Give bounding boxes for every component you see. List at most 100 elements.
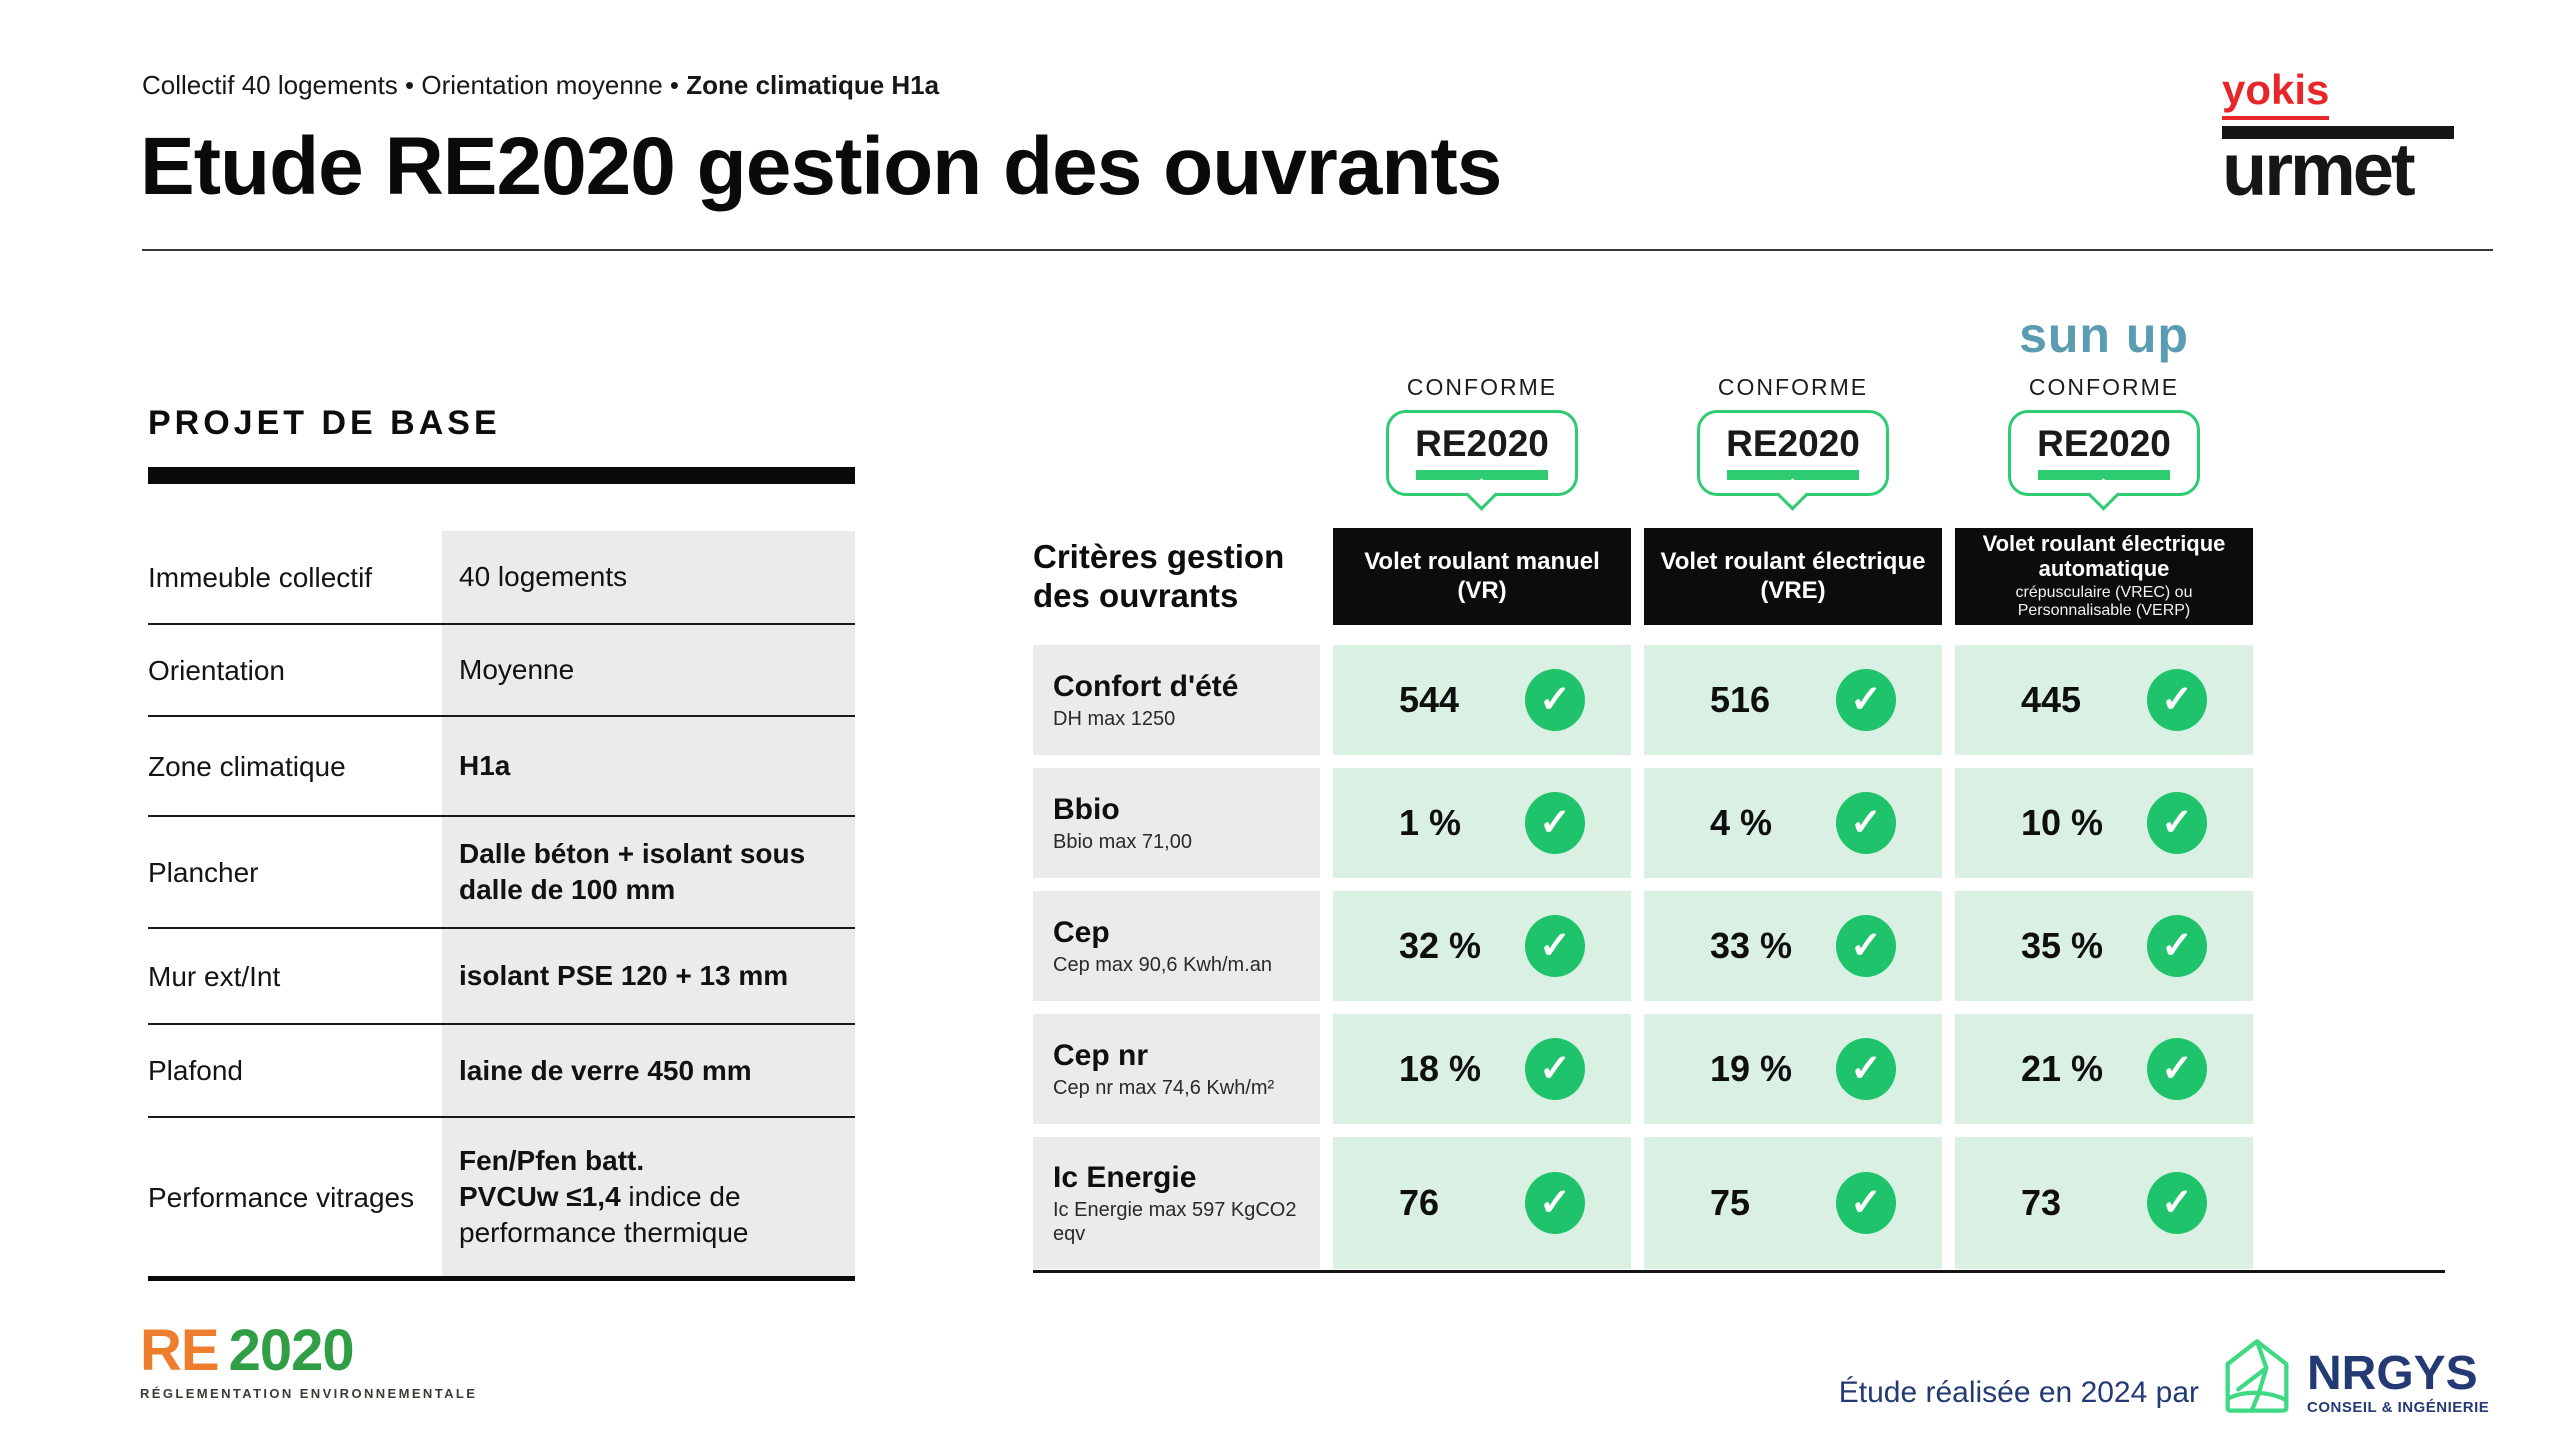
conformity-badge-vr: CONFORME RE2020 <box>1333 374 1631 511</box>
nrgys-house-icon <box>2225 1339 2289 1413</box>
re2020-badge-label: RE2020 <box>1726 423 1860 464</box>
criteria-cell: Ic Energie Ic Energie max 597 KgCO2 eqv <box>1033 1137 1320 1269</box>
criteria-cell: Bbio Bbio max 71,00 <box>1033 768 1320 878</box>
criteria-name: Confort d'été <box>1053 669 1239 703</box>
row-value: Moyenne <box>442 625 855 715</box>
re2020-badge-underline <box>2038 470 2170 480</box>
re2020-badge-underline <box>1416 470 1548 480</box>
result-value: 75 <box>1710 1182 1751 1223</box>
result-value: 18 % <box>1399 1048 1482 1089</box>
result-cell: 516 ✓ <box>1644 645 1942 755</box>
yokis-urmet-logo: yokis urmet <box>2222 66 2467 207</box>
check-circle-icon: ✓ <box>1525 792 1585 854</box>
check-circle-icon: ✓ <box>1836 1172 1896 1234</box>
base-project-rule <box>148 467 855 484</box>
row-value-mixed: PVCUw ≤1,4 indice de performance thermiq… <box>459 1179 841 1251</box>
row-value: H1a <box>442 717 855 815</box>
row-label: Plafond <box>148 1055 243 1086</box>
check-circle-icon: ✓ <box>1836 792 1896 854</box>
page-title: Etude RE2020 gestion des ouvrants <box>140 121 1502 212</box>
nrgys-subtitle: CONSEIL & INGÉNIERIE <box>2307 1399 2490 1416</box>
result-value: 76 <box>1399 1182 1440 1223</box>
comparison-column-headers: Critères gestion des ouvrants Volet roul… <box>1033 528 2253 625</box>
re2020-badge-label: RE2020 <box>2037 423 2171 464</box>
criteria-limit: DH max 1250 <box>1053 707 1176 730</box>
result-cell: 4 % ✓ <box>1644 768 1942 878</box>
result-cell: 1 % ✓ <box>1333 768 1631 878</box>
result-cell: 21 % ✓ <box>1955 1014 2253 1124</box>
re2020-badge: RE2020 <box>1386 410 1578 511</box>
nrgys-wordmark: NRGYS <box>2307 1346 2478 1400</box>
result-cell: 32 % ✓ <box>1333 891 1631 1001</box>
table-row: Plancher Dalle béton + isolant sous dall… <box>148 815 855 927</box>
check-circle-icon: ✓ <box>1525 1038 1585 1100</box>
check-circle-icon: ✓ <box>1525 915 1585 977</box>
check-circle-icon: ✓ <box>1836 915 1896 977</box>
criteria-name: Bbio <box>1053 792 1120 826</box>
column-subtitle: crépusculaire (VREC) ou Personnalisable … <box>2015 583 2193 620</box>
breadcrumb-zone: Zone climatique H1a <box>686 70 940 100</box>
nrgys-text: NRGYS CONSEIL & INGÉNIERIE <box>2307 1346 2490 1418</box>
check-circle-icon: ✓ <box>1836 669 1896 731</box>
result-value: 544 <box>1399 679 1460 720</box>
result-cell: 19 % ✓ <box>1644 1014 1942 1124</box>
check-circle-icon: ✓ <box>2147 1038 2207 1100</box>
result-value: 21 % <box>2021 1048 2104 1089</box>
column-header-vre: Volet roulant électrique (VRE) <box>1644 528 1942 625</box>
table-row: Immeuble collectif 40 logements <box>148 531 855 623</box>
yokis-wordmark: yokis <box>2222 66 2330 120</box>
criteria-limit: Bbio max 71,00 <box>1053 830 1192 853</box>
result-value: 516 <box>1710 679 1771 720</box>
conformity-badge-vre: CONFORME RE2020 <box>1644 374 1942 511</box>
row-label: Orientation <box>148 654 285 686</box>
row-value-rest: indice de performance thermique <box>459 1181 749 1248</box>
base-project-heading: PROJET DE BASE <box>148 404 501 442</box>
table-row: Zone climatique H1a <box>148 715 855 815</box>
criteria-limit: Ic Energie max 597 KgCO2 eqv <box>1053 1198 1297 1245</box>
result-cell: 35 % ✓ <box>1955 891 2253 1001</box>
check-circle-icon: ✓ <box>1836 1038 1896 1100</box>
check-circle-icon: ✓ <box>2147 792 2207 854</box>
column-title: Volet roulant électrique automatique <box>1982 531 2226 582</box>
row-value-bold-line: Fen/Pfen batt. <box>459 1145 645 1177</box>
criteria-title: Critères gestion des ouvrants <box>1033 537 1285 614</box>
table-row: Plafond laine de verre 450 mm <box>148 1023 855 1116</box>
criteria-cell: Cep nr Cep nr max 74,6 Kwh/m² <box>1033 1014 1320 1124</box>
row-value: Dalle béton + isolant sous dalle de 100 … <box>442 817 855 927</box>
table-row: Orientation Moyenne <box>148 623 855 715</box>
result-cell: 33 % ✓ <box>1644 891 1942 1001</box>
breadcrumb: Collectif 40 logements • Orientation moy… <box>142 70 939 101</box>
row-value: isolant PSE 120 + 13 mm <box>442 929 855 1023</box>
result-cell: 76 ✓ <box>1333 1137 1631 1269</box>
criteria-name: Ic Energie <box>1053 1160 1197 1194</box>
result-cell: 10 % ✓ <box>1955 768 2253 878</box>
criteria-cell: Confort d'été DH max 1250 <box>1033 645 1320 755</box>
column-title: Volet roulant électrique (VRE) <box>1660 548 1926 604</box>
re2020-wordmark: RE 2020 <box>140 1322 477 1380</box>
table-row: Mur ext/Int isolant PSE 120 + 13 mm <box>148 927 855 1023</box>
credit-text: Étude réalisée en 2024 par <box>1838 1376 2199 1409</box>
result-cell: 73 ✓ <box>1955 1137 2253 1269</box>
column-title: Volet roulant manuel (VR) <box>1364 548 1600 604</box>
check-circle-icon: ✓ <box>1525 1172 1585 1234</box>
results-table-bottom-rule <box>1033 1270 2445 1273</box>
results-matrix: Confort d'été DH max 1250 544 ✓ 516 ✓ 44… <box>1033 645 2253 1269</box>
conformity-badge-vrec: CONFORME RE2020 <box>1955 374 2253 511</box>
check-circle-icon: ✓ <box>2147 1172 2207 1234</box>
check-circle-icon: ✓ <box>1525 669 1585 731</box>
result-value: 10 % <box>2021 802 2104 843</box>
criteria-name: Cep <box>1053 915 1110 949</box>
table-row: Performance vitrages Fen/Pfen batt. PVCU… <box>148 1116 855 1276</box>
check-circle-icon: ✓ <box>2147 915 2207 977</box>
result-value: 35 % <box>2021 925 2104 966</box>
row-label: Mur ext/Int <box>148 960 281 992</box>
speech-bubble-tail <box>2087 478 2120 511</box>
conforme-label: CONFORME <box>2028 374 2180 400</box>
criteria-name: Cep nr <box>1053 1038 1149 1072</box>
result-value: 19 % <box>1710 1048 1793 1089</box>
result-cell: 445 ✓ <box>1955 645 2253 755</box>
result-value: 4 % <box>1710 802 1773 843</box>
speech-bubble-tail <box>1465 478 1498 511</box>
row-value: laine de verre 450 mm <box>442 1025 855 1116</box>
